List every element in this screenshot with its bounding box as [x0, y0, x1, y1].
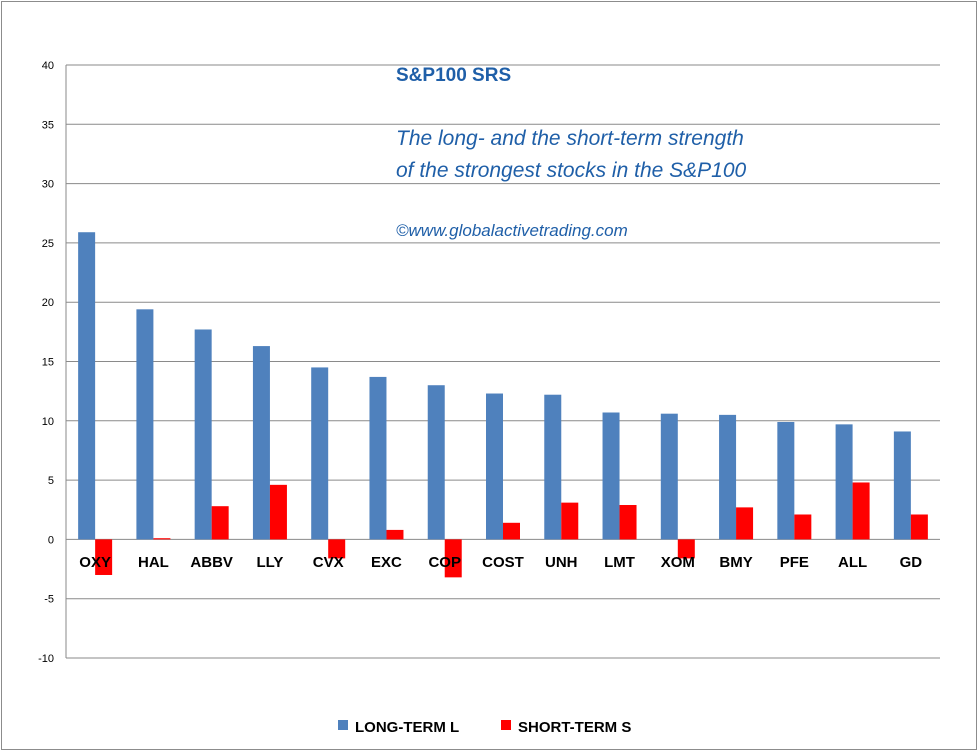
legend-swatch-long-term — [338, 720, 348, 730]
bar-short-term-bmy — [736, 507, 754, 540]
bar-short-term-unh — [561, 502, 579, 540]
bar-short-term-oxy — [95, 539, 113, 575]
x-tick-label: COP — [428, 554, 461, 571]
chart-credit: ©www.globalactivetrading.com — [396, 221, 628, 240]
x-tick-label: HAL — [138, 554, 169, 571]
bar-short-term-cost — [503, 522, 520, 540]
x-axis-labels: OXY HAL ABBV LLY CVX EXC COP COST UNH LMT XOM BMY PF… — [79, 554, 922, 571]
bar-long-term-lly — [252, 346, 270, 540]
bar-long-term-exc — [369, 376, 387, 540]
bar-long-term-bmy — [719, 414, 737, 540]
bar-short-term-gd — [910, 514, 928, 540]
bars — [78, 232, 928, 578]
y-tick-label: 0 — [48, 534, 54, 546]
bar-short-term-exc — [386, 529, 404, 540]
bar-long-term-abbv — [194, 329, 212, 540]
bar-long-term-lmt — [602, 412, 620, 540]
legend: LONG-TERM L SHORT-TERM S — [338, 719, 631, 736]
x-tick-label: LMT — [604, 554, 635, 571]
chart-title: S&P100 SRS — [396, 65, 511, 86]
x-tick-label: UNH — [545, 554, 578, 571]
x-tick-label: BMY — [719, 554, 752, 571]
bar-short-term-lmt — [619, 505, 637, 540]
x-tick-label: ALL — [838, 554, 867, 571]
bar-long-term-cvx — [311, 367, 329, 540]
bar-long-term-all — [835, 424, 853, 540]
y-tick-label: 10 — [42, 416, 54, 428]
bar-long-term-hal — [136, 309, 154, 540]
y-tick-label: 35 — [42, 119, 54, 131]
bar-long-term-cost — [486, 393, 503, 540]
y-tick-label: 15 — [42, 357, 54, 369]
legend-label-long-term: LONG-TERM L — [355, 719, 459, 736]
bar-long-term-gd — [893, 431, 911, 540]
y-tick-label: -10 — [38, 653, 54, 665]
x-tick-label: LLY — [256, 554, 283, 571]
bar-short-term-all — [852, 482, 870, 540]
bar-long-term-cop — [427, 385, 445, 540]
x-tick-label: GD — [900, 554, 923, 571]
bar-short-term-cvx — [328, 539, 346, 559]
bar-long-term-xom — [660, 413, 678, 540]
legend-swatch-short-term — [501, 720, 511, 730]
y-axis-labels: 40 35 30 25 20 15 10 5 0 -5 -10 — [38, 60, 54, 665]
legend-label-short-term: SHORT-TERM S — [518, 719, 631, 736]
bar-short-term-cop — [444, 539, 462, 578]
y-tick-label: -5 — [44, 594, 54, 606]
bar-short-term-pfe — [794, 514, 812, 540]
chart-subtitle-line-2: of the strongest stocks in the S&P100 — [396, 159, 747, 182]
x-tick-label: OXY — [79, 554, 111, 571]
bar-short-term-lly — [269, 484, 287, 540]
x-tick-label: CVX — [313, 554, 344, 571]
bar-short-term-xom — [677, 539, 695, 559]
y-tick-label: 20 — [42, 297, 54, 309]
bar-long-term-oxy — [78, 232, 96, 540]
x-tick-label: EXC — [371, 554, 402, 571]
x-tick-label: COST — [482, 554, 524, 571]
y-tick-label: 5 — [48, 475, 54, 487]
x-tick-label: XOM — [661, 554, 695, 571]
bar-long-term-pfe — [777, 421, 795, 540]
bar-short-term-abbv — [211, 506, 229, 540]
y-tick-label: 30 — [42, 179, 54, 191]
y-tick-label: 25 — [42, 238, 54, 250]
bar-short-term-hal — [153, 538, 171, 540]
x-tick-label: PFE — [780, 554, 809, 571]
y-tick-label: 40 — [42, 60, 54, 72]
x-tick-label: ABBV — [190, 554, 233, 571]
chart-subtitle-line-1: The long- and the short-term strength — [396, 127, 744, 150]
bar-long-term-unh — [544, 394, 562, 540]
